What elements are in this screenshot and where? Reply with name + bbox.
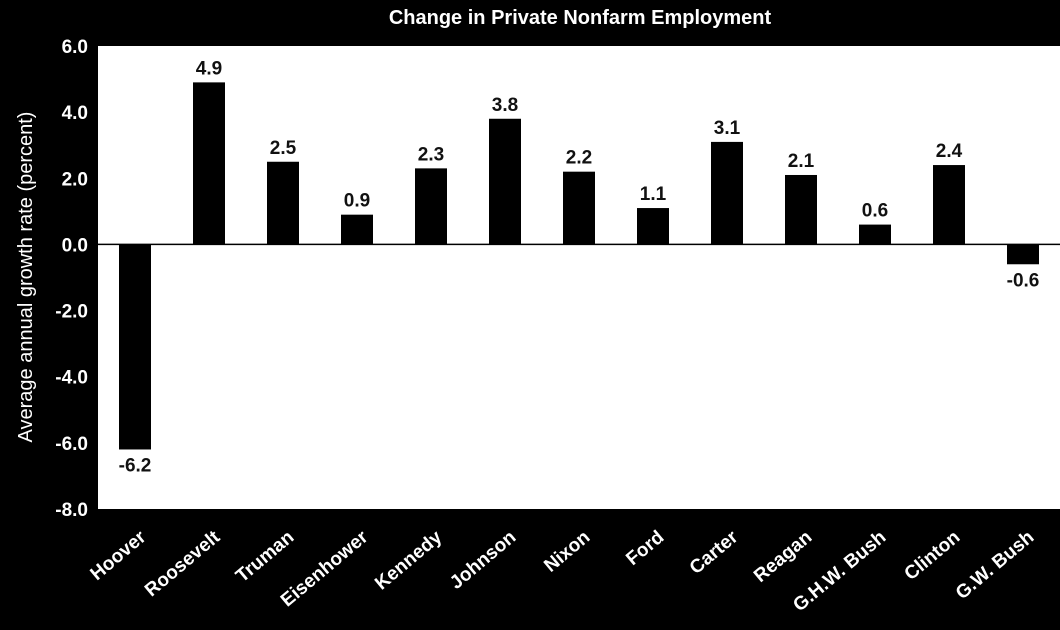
data-label: 2.4 — [936, 141, 963, 162]
chart-title: Change in Private Nonfarm Employment — [389, 7, 772, 29]
x-tick-label: Roosevelt — [141, 526, 225, 601]
bar-roosevelt — [193, 82, 225, 245]
data-label: -6.2 — [119, 455, 152, 476]
bar-g-h-w-bush — [859, 224, 891, 245]
bar-g-w-bush — [1007, 244, 1039, 265]
y-axis-ticks: 6.0 4.0 2.0 0.0 -2.0 -4.0 -6.0 -8.0 — [55, 37, 88, 521]
x-tick-label: Carter — [686, 526, 743, 578]
bar-reagan — [785, 174, 817, 245]
y-tick-label: -2.0 — [55, 302, 88, 323]
x-tick-label: Reagan — [750, 527, 816, 587]
x-tick-label: Truman — [232, 527, 298, 587]
bar-carter — [711, 141, 743, 245]
data-label: 3.1 — [714, 118, 741, 139]
data-labels: -6.2 4.9 2.5 0.9 2.3 3.8 2.2 1.1 3.1 2.1 0.6 2.4 -0.… — [119, 58, 1040, 476]
x-tick-label: Clinton — [901, 527, 965, 585]
y-tick-label: 2.0 — [62, 169, 88, 190]
data-label: 2.3 — [418, 144, 444, 165]
y-tick-label: -6.0 — [55, 434, 88, 455]
y-axis-label: Average annual growth rate (percent) — [15, 112, 37, 443]
data-label: 0.6 — [862, 201, 888, 222]
y-tick-label: 4.0 — [62, 103, 88, 124]
x-tick-label: Johnson — [446, 527, 520, 594]
x-tick-label: Hoover — [87, 526, 151, 585]
data-label: 0.9 — [344, 191, 370, 212]
y-tick-label: -8.0 — [55, 500, 88, 521]
data-label: 2.5 — [270, 138, 297, 159]
data-label: 2.1 — [788, 151, 815, 172]
x-tick-label: Kennedy — [371, 526, 446, 594]
y-tick-label: -4.0 — [55, 368, 88, 389]
x-tick-label: G.W. Bush — [952, 527, 1038, 604]
data-label: 2.2 — [566, 148, 592, 169]
data-label: 4.9 — [196, 58, 222, 79]
x-tick-label: Ford — [622, 527, 668, 570]
data-label: -0.6 — [1007, 270, 1040, 291]
bar-nixon — [563, 171, 595, 245]
y-tick-label: 6.0 — [62, 37, 88, 58]
bar-truman — [267, 161, 299, 245]
bar-eisenhower — [341, 214, 373, 245]
plot-area — [98, 46, 1060, 509]
bars — [119, 82, 1039, 450]
data-label: 3.8 — [492, 95, 518, 116]
bar-clinton — [933, 165, 965, 245]
x-tick-label: Nixon — [540, 527, 594, 577]
y-tick-label: 0.0 — [62, 235, 88, 256]
bar-ford — [637, 208, 669, 245]
bar-kennedy — [415, 168, 447, 245]
bar-hoover — [119, 244, 151, 450]
data-label: 1.1 — [640, 184, 667, 205]
bar-johnson — [489, 118, 521, 245]
